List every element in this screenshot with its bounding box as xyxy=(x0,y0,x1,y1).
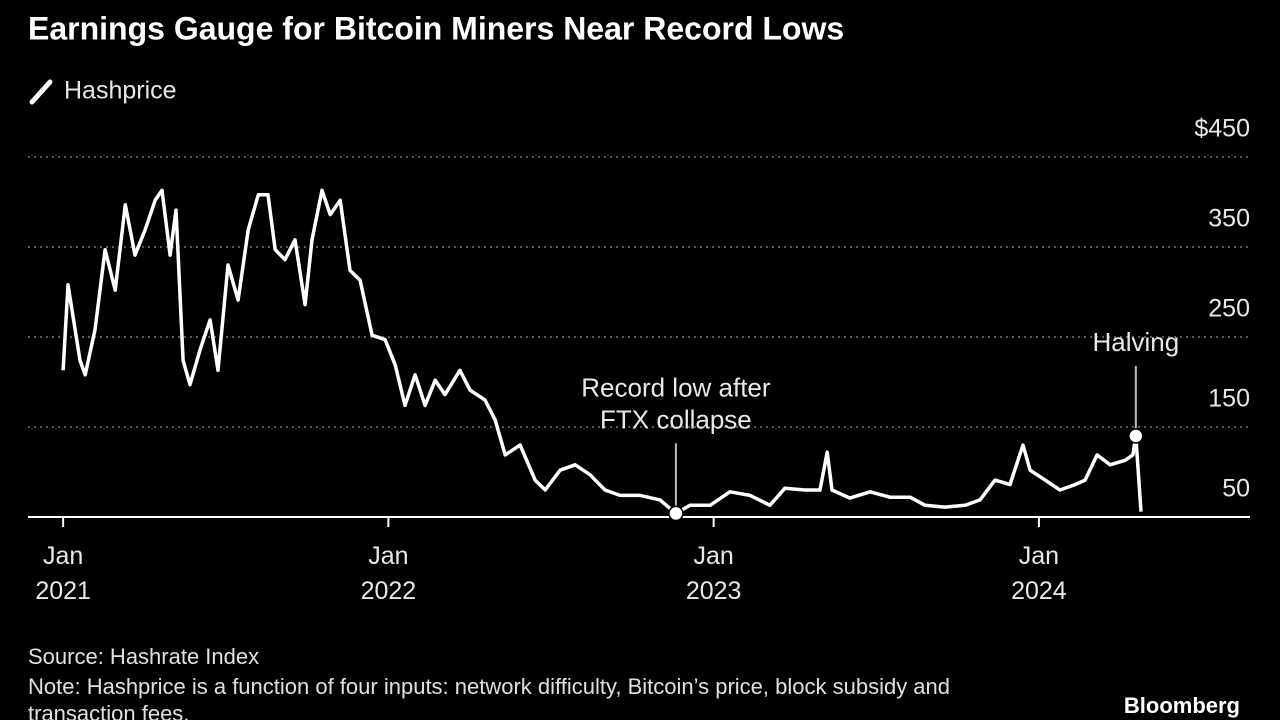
y-tick-label: 50 xyxy=(1222,475,1250,503)
y-tick-label: $450 xyxy=(1194,115,1250,143)
y-tick-label: 250 xyxy=(1208,295,1250,323)
x-tick-label: Jan 2022 xyxy=(361,542,417,605)
annotation-text: FTX collapse xyxy=(600,404,752,434)
series-line xyxy=(61,188,1143,516)
y-tick-label: 150 xyxy=(1208,385,1250,413)
chart-title: Earnings Gauge for Bitcoin Miners Near R… xyxy=(28,10,844,46)
x-tick-label: Jan 2023 xyxy=(686,542,742,605)
annotation-text: Halving xyxy=(1092,327,1179,357)
annotation-text: Record low after xyxy=(581,372,771,402)
x-tick-label: Jan 2024 xyxy=(1011,542,1067,605)
y-tick-label: 350 xyxy=(1208,205,1250,233)
legend-label: Hashprice xyxy=(64,77,177,105)
brand: Bloomberg xyxy=(1123,693,1240,718)
source: Source: Hashrate Index xyxy=(28,644,260,669)
annotation-dot xyxy=(668,505,684,522)
legend-swatch xyxy=(29,79,53,105)
x-tick-label: Jan 2021 xyxy=(35,542,91,605)
note: Note: Hashprice is a function of four in… xyxy=(28,674,951,720)
annotation-dot xyxy=(1128,428,1144,444)
